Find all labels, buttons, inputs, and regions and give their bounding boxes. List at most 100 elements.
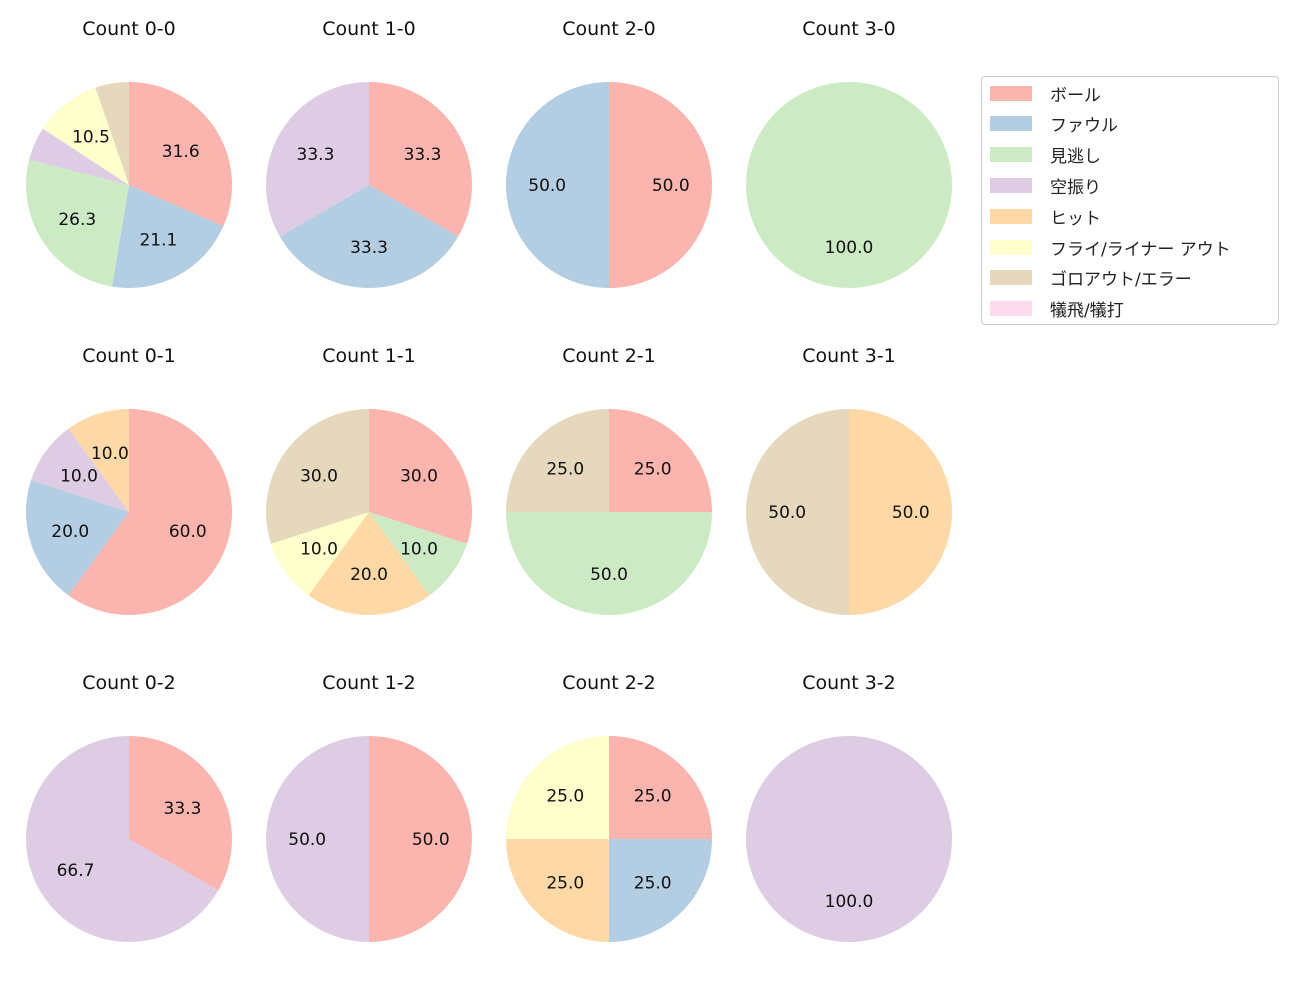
slice-label: 50.0: [288, 830, 326, 850]
pie-slice: [266, 409, 369, 544]
slice-label: 25.0: [546, 786, 584, 806]
pie-title: Count 2-1: [562, 345, 656, 367]
pie-slice: [68, 409, 129, 512]
pie-slice: [29, 128, 130, 185]
legend-item: 見逃し: [990, 143, 1101, 167]
pie-slice: [42, 87, 130, 185]
pie-slice: [266, 736, 369, 942]
slice-label: 30.0: [400, 467, 438, 487]
slice-label: 25.0: [634, 786, 672, 806]
slice-label: 20.0: [51, 522, 89, 542]
pie-slice: [746, 736, 952, 942]
pie-slice: [369, 82, 472, 237]
pie-count-2-0: Count 2-0 50.0 50.0: [506, 18, 712, 288]
legend-item: 犠飛/犠打: [990, 297, 1124, 321]
slice-label: 100.0: [825, 892, 874, 912]
slice-label: 10.0: [400, 539, 438, 559]
slice-label: 26.3: [58, 210, 96, 230]
pie-slice: [506, 736, 609, 839]
slice-label: 10.0: [60, 467, 98, 487]
legend-swatch: [990, 270, 1032, 286]
legend-label: 見逃し: [1050, 147, 1101, 168]
legend-item: フライ/ライナー アウト: [990, 235, 1231, 260]
legend-swatch: [990, 116, 1032, 132]
pie-slice: [609, 839, 712, 942]
pie-slice: [506, 512, 712, 615]
pie-title: Count 2-0: [562, 18, 656, 40]
slice-label: 100.0: [825, 238, 874, 258]
slice-label: 33.3: [164, 799, 202, 819]
pie-slice: [68, 409, 233, 616]
slice-label: 66.7: [57, 861, 95, 881]
pie-title: Count 3-1: [802, 345, 896, 367]
pie-title: Count 3-0: [802, 18, 896, 40]
legend-label: ヒット: [1050, 208, 1101, 229]
pie-slice: [31, 428, 129, 512]
slice-label: 25.0: [546, 459, 584, 479]
pie-count-0-1: Count 0-1 60.0 20.0 10.0 10.0: [26, 345, 233, 616]
pie-title: Count 2-2: [562, 672, 656, 694]
slice-label: 30.0: [300, 467, 338, 487]
slice-label: 10.0: [300, 539, 338, 559]
pie-count-3-1: Count 3-1 50.0 50.0: [746, 345, 952, 615]
legend-label: ボール: [1050, 85, 1101, 106]
pie-slice: [746, 82, 952, 288]
pie-slice: [266, 82, 369, 237]
slice-label: 33.3: [404, 145, 442, 165]
pie-slice: [129, 82, 232, 227]
slice-label: 50.0: [412, 830, 450, 850]
legend-label: ファウル: [1050, 116, 1118, 137]
pie-title: Count 0-2: [82, 672, 176, 694]
legend-item: ゴロアウト/エラー: [990, 266, 1192, 290]
pie-count-1-1: Count 1-1 30.0 10.0 20.0 10.0 30.0: [266, 345, 472, 615]
pie-title: Count 0-0: [82, 18, 176, 40]
legend-item: ヒット: [990, 204, 1101, 229]
legend-item: ファウル: [990, 112, 1118, 136]
pie-count-2-1: Count 2-1 25.0 50.0 25.0: [506, 345, 712, 615]
slice-label: 25.0: [634, 459, 672, 479]
legend-swatch: [990, 85, 1032, 101]
pie-slice: [26, 480, 129, 596]
legend-swatch: [990, 147, 1032, 163]
pie-slice: [25, 736, 219, 943]
slice-label: 10.0: [91, 444, 129, 464]
pie-slice: [746, 409, 849, 615]
slice-label: 60.0: [169, 522, 207, 542]
pie-slice: [95, 82, 129, 185]
legend-swatch: [990, 301, 1032, 317]
pie-slice: [271, 512, 369, 596]
pie-title: Count 3-2: [802, 672, 896, 694]
slice-label: 31.6: [162, 142, 200, 162]
pie-count-1-2: Count 1-2 50.0 50.0: [266, 672, 472, 942]
pie-slice: [609, 82, 712, 288]
pie-slice: [111, 185, 224, 288]
pie-slice: [369, 736, 472, 942]
slice-label: 10.5: [72, 127, 110, 147]
legend-label: 空振り: [1050, 177, 1101, 198]
slice-label: 50.0: [528, 176, 566, 196]
slice-label: 20.0: [350, 565, 388, 585]
slice-label: 50.0: [590, 565, 628, 585]
pie-slice: [369, 409, 472, 544]
slice-label: 50.0: [652, 176, 690, 196]
pie-slice: [506, 409, 609, 512]
legend: ボールファウル見逃し空振りヒットフライ/ライナー アウトゴロアウト/エラー 犠飛/…: [981, 76, 1279, 325]
pie-count-2-2: Count 2-2 25.0 25.0 25.0 25.0: [506, 672, 712, 942]
pie-count-0-2: Count 0-2 33.3 66.7: [25, 672, 232, 943]
slice-label: 25.0: [634, 874, 672, 894]
pie-title: Count 1-1: [322, 345, 416, 367]
legend-swatch: [990, 208, 1032, 224]
pie-slice: [609, 736, 712, 839]
slice-label: 33.3: [297, 145, 335, 165]
pie-count-1-0: Count 1-0 33.3 33.3 33.3: [266, 18, 472, 288]
pie-slice: [849, 409, 952, 615]
pie-slice: [25, 159, 130, 287]
slice-label: 50.0: [892, 503, 930, 523]
legend-label: フライ/ライナー アウト: [1050, 239, 1231, 260]
pie-count-3-2: Count 3-2 100.0: [746, 672, 952, 942]
legend-item: ボール: [990, 81, 1101, 106]
pie-slice: [506, 839, 609, 942]
slice-label: 50.0: [768, 503, 806, 523]
pie-title: Count 1-0: [322, 18, 416, 40]
